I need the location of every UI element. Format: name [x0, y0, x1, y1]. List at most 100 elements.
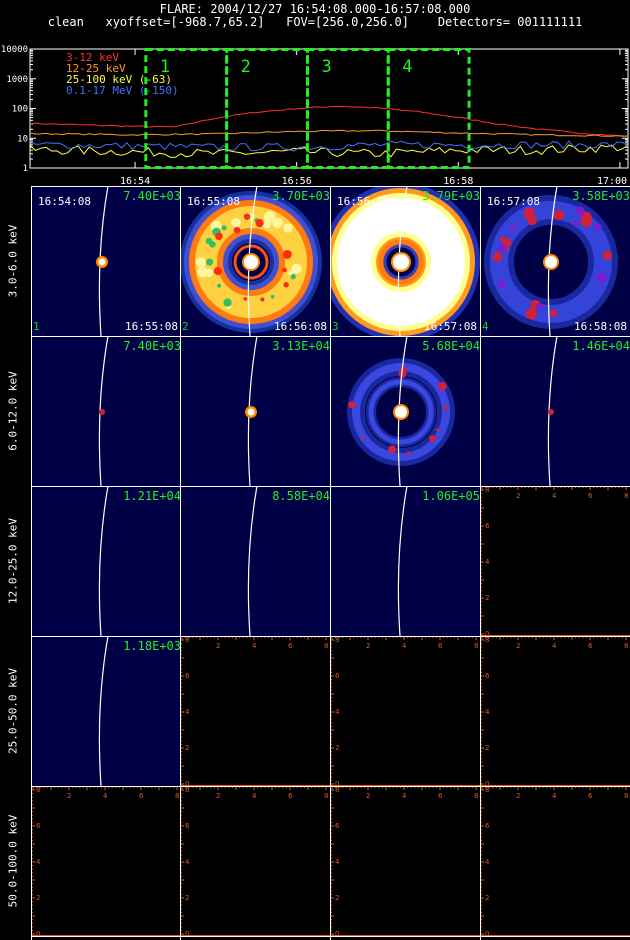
empty-y-tick-label: 2	[185, 894, 189, 902]
cell-image	[245, 336, 258, 486]
energy-band-label: 50.0-100.0 keV	[3, 786, 23, 936]
empty-y-tick-label: 6	[36, 822, 41, 830]
emission-knot	[499, 236, 506, 242]
empty-y-tick-label: 6	[185, 822, 190, 830]
emission-knot	[443, 404, 448, 410]
image-cell-r2-c3: 5.68E+04	[330, 336, 480, 486]
energy-band-label: 6.0-12.0 keV	[3, 336, 23, 486]
empty-x-tick-label: 8	[624, 492, 628, 500]
solar-limb	[98, 336, 109, 486]
cell-image: 0 2 2 4 4 6 6 8 8	[180, 786, 330, 936]
image-parameters: clean xyoffset=[-968.7,65.2] FOV=[256.0,…	[47, 15, 583, 29]
series-line-1	[29, 105, 629, 137]
energy-band-text: 25.0-50.0 keV	[6, 667, 20, 755]
empty-y-tick-label: 4	[335, 858, 340, 866]
lightcurve-series	[29, 105, 629, 158]
legend-entry-3: 25-100 keV (-63)	[66, 73, 172, 86]
cell-image	[547, 336, 558, 486]
image-cell-r2-c1: 7.40E+03	[31, 336, 181, 486]
max-value: 1.46E+04	[572, 339, 630, 353]
empty-y-tick-label: 0	[185, 780, 189, 786]
emission-knot	[398, 369, 407, 378]
cell-image	[180, 186, 322, 336]
emission-knot	[272, 217, 283, 229]
emission-knot	[233, 226, 241, 234]
empty-x-tick-label: 8	[624, 642, 628, 650]
emission-knot	[553, 209, 565, 221]
max-value: 1.06E+05	[422, 489, 480, 503]
solar-limb	[98, 636, 109, 786]
empty-y-tick-label: 6	[485, 522, 490, 530]
interval-end-time: 16:55:08	[125, 320, 178, 333]
empty-y-tick-label: 4	[36, 858, 41, 866]
legend-entry-2: 12-25 keV	[66, 62, 126, 75]
empty-x-tick-label: 4	[552, 792, 557, 800]
source-core	[247, 408, 255, 416]
emission-knot	[221, 225, 227, 231]
cell-image: 0 2 2 4 4 6 6 8 8	[330, 636, 480, 786]
source-core	[395, 406, 407, 418]
empty-y-tick-label: 0	[335, 780, 339, 786]
empty-x-tick-label: 8	[474, 642, 478, 650]
energy-band-text: 50.0-100.0 keV	[6, 814, 20, 908]
cell-image: 0 2 2 4 4 6 6 8 8	[330, 786, 480, 936]
empty-y-tick-label: 6	[185, 672, 190, 680]
emission-knot	[213, 267, 222, 276]
emission-knot	[406, 451, 411, 456]
emission-knot	[580, 215, 593, 227]
empty-x-tick-label: 6	[588, 642, 593, 650]
energy-band-text: 12.0-25.0 keV	[6, 517, 20, 605]
empty-y-tick-label: 4	[485, 858, 490, 866]
emission-knot	[270, 294, 275, 299]
cell-image: 0 2 2 4 4 6 6 8 8	[480, 486, 630, 636]
empty-x-tick-label: 2	[67, 792, 71, 800]
empty-x-tick-label: 2	[516, 792, 520, 800]
image-cell-r3-c1: 1.21E+04	[31, 486, 181, 636]
interval-start-time: 16:56:08	[337, 195, 390, 208]
empty-y-tick-label: 2	[485, 894, 489, 902]
emission-knot	[536, 303, 544, 311]
empty-x-tick-label: 8	[324, 642, 328, 650]
empty-x-tick-label: 2	[516, 492, 520, 500]
ring-band	[337, 198, 465, 326]
emission-knot	[435, 428, 440, 432]
energy-band-text: 3.0-6.0 keV	[6, 224, 20, 298]
emission-knot	[438, 381, 447, 391]
emission-knot	[223, 298, 232, 307]
empty-y-tick-label: 8	[485, 486, 489, 494]
emission-knot	[509, 225, 516, 232]
interval-number: 4	[482, 320, 489, 333]
empty-y-tick-label: 8	[335, 636, 339, 644]
legend-entry-4: 0.1-17 MeV (-150)	[66, 84, 179, 97]
image-cell-r4-c1: 1.18E+03	[31, 636, 181, 786]
empty-y-tick-label: 0	[485, 630, 489, 636]
max-value: 7.40E+03	[123, 339, 181, 353]
cell-image	[347, 336, 455, 486]
emission-knot	[283, 223, 293, 233]
series-line-2	[29, 129, 629, 137]
source-core	[393, 254, 409, 270]
energy-band-label: 3.0-6.0 keV	[3, 186, 23, 336]
emission-knot	[360, 436, 365, 441]
solar-limb	[247, 336, 258, 486]
emission-knot	[282, 267, 287, 273]
time-interval-boxes: 1 2 3 4	[144, 48, 471, 169]
max-value: 1.18E+03	[123, 639, 181, 653]
empty-y-tick-label: 8	[335, 786, 339, 794]
empty-y-tick-label: 8	[185, 786, 189, 794]
empty-x-tick-label: 2	[366, 642, 370, 650]
emission-knot	[262, 220, 272, 229]
image-cell-r5-c2: 0 2 2 4 4 6 6 8 8	[180, 786, 330, 936]
emission-knot	[575, 206, 585, 216]
image-cell-r1-c1: 7.40E+03 16:54:08 16:55:08 1	[31, 186, 181, 336]
y-tick-label: 1000	[6, 75, 28, 85]
emission-knot	[205, 237, 213, 245]
cell-image	[96, 186, 109, 336]
emission-knot	[260, 297, 265, 302]
legend-entry-1: 3-12 keV	[66, 51, 119, 64]
image-cell-r5-c1: 0 2 2 4 4 6 6 8 8	[31, 786, 181, 936]
empty-y-tick-label: 8	[36, 786, 40, 794]
weak-source	[548, 409, 554, 415]
empty-x-tick-label: 2	[216, 642, 220, 650]
source-core	[98, 258, 106, 266]
